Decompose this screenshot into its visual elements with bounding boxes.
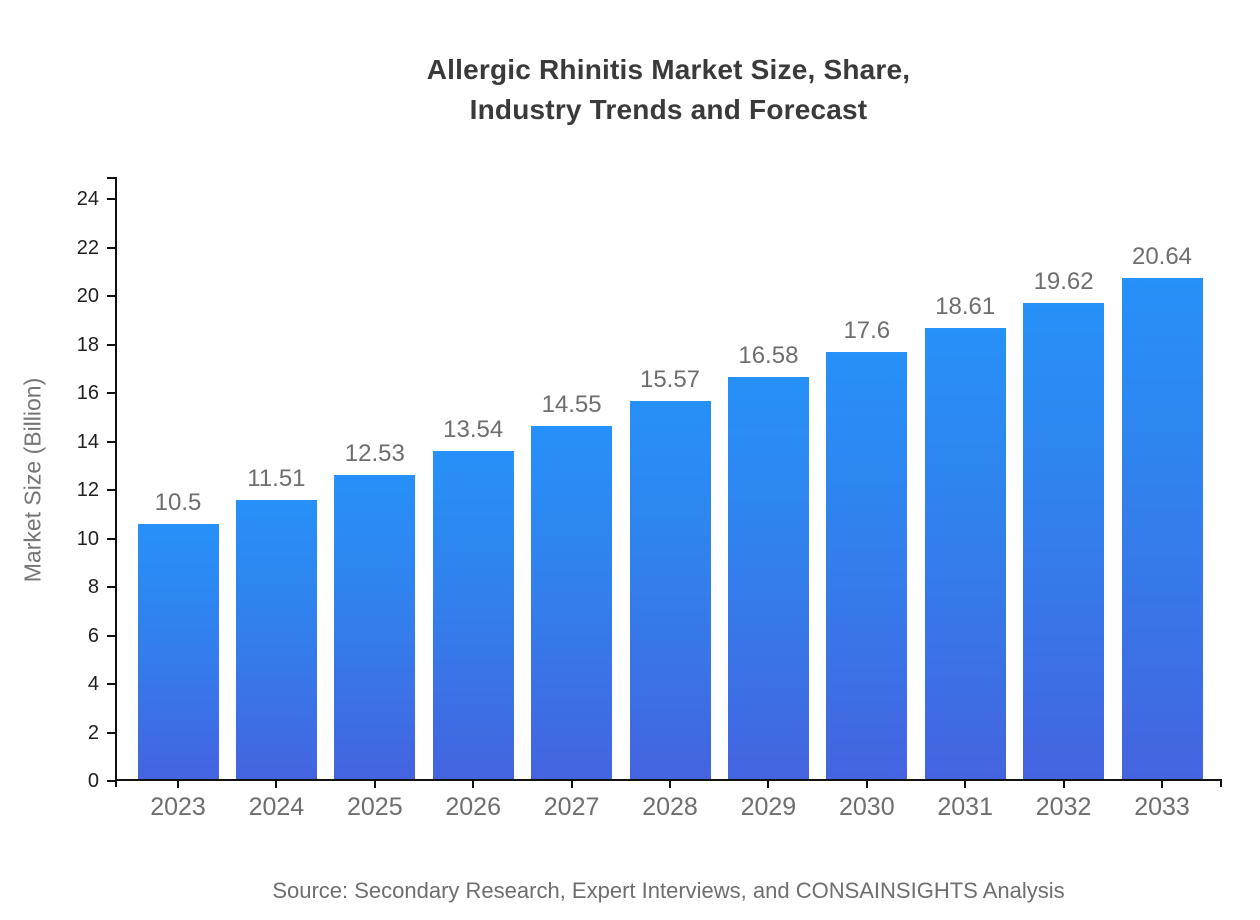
y-axis-tick-label: 4	[87, 673, 99, 695]
bar-value-label: 11.51	[247, 464, 306, 492]
y-axis-tick	[107, 246, 115, 249]
y-axis-tick-label: 10	[76, 527, 99, 550]
x-category-label: 2033	[1134, 793, 1190, 821]
bar-value-label: 15.57	[639, 366, 701, 394]
y-axis-tick	[107, 537, 115, 540]
y-axis-tick-label: 16	[76, 382, 99, 404]
x-axis-tick	[570, 779, 573, 788]
x-category-label: 2028	[642, 793, 698, 821]
x-axis-tick	[1062, 779, 1065, 788]
x-axis-tick	[1161, 779, 1163, 788]
y-axis-tick	[107, 586, 115, 588]
y-axis-tick-label: 12	[76, 479, 99, 501]
bar-value-label: 17.6	[843, 317, 891, 345]
y-axis-tick-label: 8	[87, 576, 99, 598]
y-axis-tick	[107, 440, 115, 443]
axis-corner-tick	[115, 779, 117, 787]
y-axis-tick	[107, 295, 115, 297]
bar-value-label: 10.5	[154, 489, 202, 517]
x-axis-tick	[865, 779, 868, 788]
x-category-label: 2026	[445, 793, 501, 821]
y-axis-tick	[107, 392, 115, 394]
x-axis-tick	[472, 779, 475, 788]
bar	[924, 327, 1006, 779]
x-axis-tick	[767, 779, 770, 788]
bar	[531, 426, 613, 779]
bar	[1023, 303, 1105, 779]
bar	[432, 450, 514, 779]
bar	[727, 376, 809, 779]
x-axis-tick	[964, 779, 967, 788]
y-axis-tick-label: 6	[87, 624, 99, 647]
x-category-label: 2027	[543, 793, 600, 821]
x-category-label: 2030	[838, 793, 895, 821]
bar	[137, 524, 219, 779]
x-axis-tick	[669, 779, 671, 788]
y-axis-end-tick	[107, 177, 115, 179]
x-axis-tick	[275, 779, 278, 788]
x-axis-end-tick	[1220, 779, 1222, 787]
bar	[629, 401, 711, 779]
y-axis-tick	[107, 489, 115, 491]
bar-value-label: 14.55	[541, 391, 602, 419]
y-axis-tick	[107, 634, 115, 637]
y-axis-tick	[107, 683, 115, 685]
y-axis-title: Market Size (Billion)	[19, 377, 46, 583]
y-axis-tick-label: 22	[76, 236, 99, 259]
y-axis-tick-label: 18	[76, 333, 99, 356]
y-axis-tick-label: 14	[76, 430, 99, 453]
bar	[334, 475, 416, 779]
x-category-label: 2023	[150, 793, 206, 821]
x-category-label: 2032	[1035, 793, 1092, 821]
x-axis-tick	[373, 779, 376, 788]
bar	[235, 499, 317, 779]
y-axis-tick	[107, 343, 115, 346]
bar-value-label: 20.64	[1131, 243, 1193, 271]
x-category-label: 2024	[248, 793, 305, 821]
y-axis-tick-label: 24	[76, 188, 99, 210]
y-axis-tick-label: 20	[76, 285, 99, 307]
x-axis-tick	[177, 779, 179, 788]
y-axis-tick	[107, 780, 115, 782]
source-note: Source: Secondary Research, Expert Inter…	[272, 878, 1065, 903]
y-axis-tick-label: 0	[87, 770, 99, 792]
y-axis-tick-label: 2	[87, 721, 99, 744]
bar	[826, 352, 908, 779]
y-axis-tick	[107, 198, 115, 200]
x-category-label: 2031	[937, 793, 993, 821]
bar-value-label: 16.58	[738, 341, 799, 369]
bar-value-label: 12.53	[344, 440, 405, 468]
bar-value-label: 13.54	[443, 415, 504, 443]
bar	[1121, 278, 1203, 779]
y-axis-tick	[107, 731, 115, 734]
plot-area: 0 2 4 6 8 10 12 14 16 18 20 22 24 10.5 2023 11.51 2024 12…	[77, 177, 1222, 821]
bar-value-label: 18.61	[935, 292, 996, 320]
chart-title: Allergic Rhinitis Market Size, Share, In…	[426, 54, 911, 125]
x-category-label: 2025	[346, 793, 403, 821]
bar-value-label: 19.62	[1033, 268, 1094, 296]
x-category-label: 2029	[740, 793, 797, 821]
